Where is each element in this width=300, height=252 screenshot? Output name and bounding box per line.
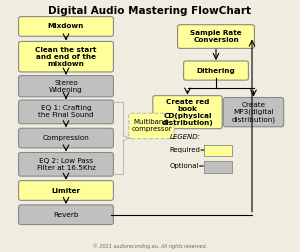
FancyBboxPatch shape — [204, 161, 233, 173]
FancyBboxPatch shape — [19, 205, 113, 225]
Text: Dithering: Dithering — [196, 68, 236, 74]
Text: Required=: Required= — [169, 147, 206, 153]
FancyBboxPatch shape — [204, 145, 233, 156]
FancyBboxPatch shape — [19, 152, 113, 176]
FancyBboxPatch shape — [19, 76, 113, 97]
Text: Reverb: Reverb — [53, 212, 79, 218]
Text: Create
MP3(digital
distribution): Create MP3(digital distribution) — [232, 102, 275, 123]
Text: Limiter: Limiter — [51, 187, 81, 194]
Text: Sample Rate
Conversion: Sample Rate Conversion — [190, 30, 242, 43]
Text: Digital Audio Mastering FlowChart: Digital Audio Mastering FlowChart — [49, 6, 251, 16]
Text: Mixdown: Mixdown — [48, 23, 84, 29]
FancyBboxPatch shape — [153, 96, 222, 129]
FancyBboxPatch shape — [223, 98, 284, 127]
FancyBboxPatch shape — [178, 25, 254, 48]
Text: EQ 1: Crafting
the Final Sound: EQ 1: Crafting the Final Sound — [38, 105, 94, 118]
FancyBboxPatch shape — [19, 42, 113, 72]
Text: Compression: Compression — [43, 135, 89, 141]
Text: Optional=: Optional= — [169, 163, 205, 169]
Text: © 2011 audiorecording.eu. All rights reserved.: © 2011 audiorecording.eu. All rights res… — [93, 243, 207, 249]
FancyBboxPatch shape — [129, 113, 174, 139]
FancyBboxPatch shape — [19, 128, 113, 148]
FancyBboxPatch shape — [184, 61, 248, 80]
Text: EQ 2: Low Pass
Filter at 16.5Khz: EQ 2: Low Pass Filter at 16.5Khz — [37, 158, 95, 171]
FancyBboxPatch shape — [19, 181, 113, 200]
Text: Clean the start
and end of the
mixdown: Clean the start and end of the mixdown — [35, 47, 97, 67]
FancyBboxPatch shape — [19, 100, 113, 124]
Text: Create red
book
CD(physical
distribution): Create red book CD(physical distribution… — [162, 99, 213, 126]
Text: Multiband-
compressor: Multiband- compressor — [131, 119, 172, 133]
Text: LEGEND:: LEGEND: — [169, 134, 200, 140]
FancyBboxPatch shape — [19, 17, 113, 36]
Text: Stereo
Widening: Stereo Widening — [49, 80, 83, 93]
